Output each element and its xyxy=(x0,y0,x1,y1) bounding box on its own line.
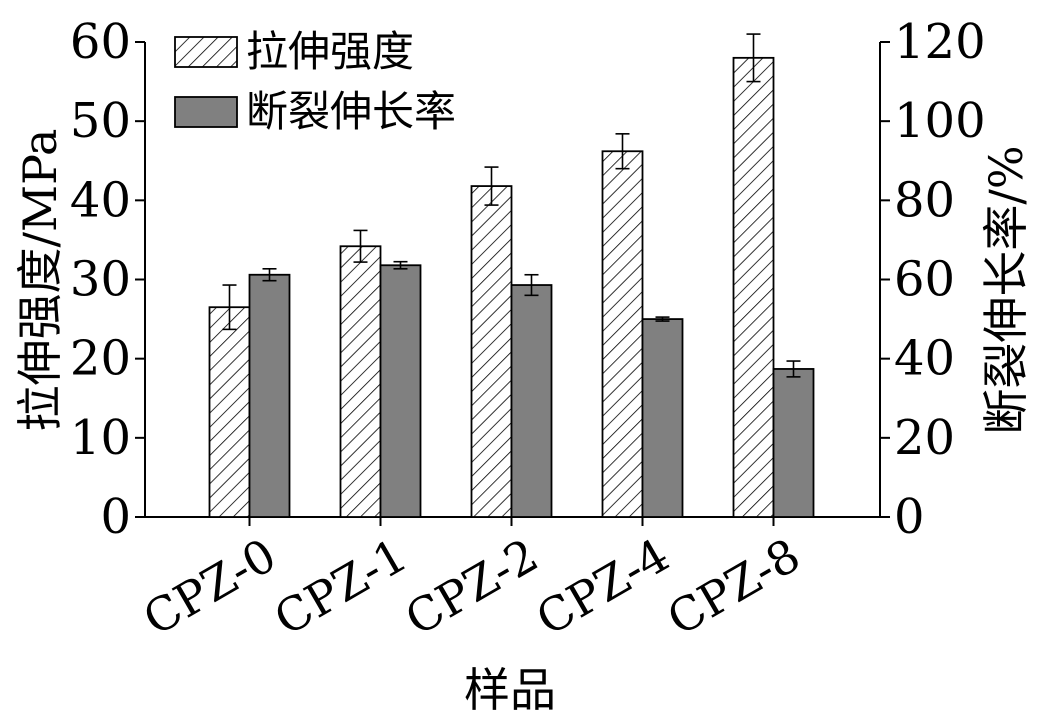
x-tick-label: CPZ-1 xyxy=(265,528,416,646)
bar-tensile-strength xyxy=(470,185,513,518)
bar-elongation xyxy=(248,273,291,518)
x-tick-label: CPZ-8 xyxy=(658,528,809,646)
right-axis-title: 断裂伸长率/% xyxy=(979,145,1033,434)
bar-tensile-strength xyxy=(339,245,382,518)
left-tick-label: 20 xyxy=(70,331,131,387)
left-tick-label: 0 xyxy=(100,489,131,545)
legend-label-elongation: 断裂伸长率 xyxy=(246,87,456,136)
x-axis-title: 样品 xyxy=(464,663,556,717)
bar-elongation xyxy=(379,264,422,518)
x-tick-label: CPZ-2 xyxy=(396,528,547,646)
bar-elongation xyxy=(772,368,815,518)
left-axis-title: 拉伸强度/MPa xyxy=(13,129,67,432)
right-tick-label: 40 xyxy=(894,331,955,387)
right-tick-label: 60 xyxy=(894,252,955,308)
right-tick-label: 20 xyxy=(894,410,955,466)
right-tick-label: 120 xyxy=(894,14,986,70)
left-tick-label: 10 xyxy=(70,410,131,466)
left-tick-label: 30 xyxy=(70,252,131,308)
right-tick-label: 0 xyxy=(894,489,925,545)
left-tick-label: 60 xyxy=(70,14,131,70)
bar-elongation xyxy=(641,318,684,518)
bar-elongation xyxy=(510,284,553,518)
legend-swatch-elongation xyxy=(174,96,238,128)
right-tick-label: 80 xyxy=(894,172,955,228)
bar-tensile-strength xyxy=(601,150,644,518)
left-tick-label: 40 xyxy=(70,172,131,228)
legend-swatch-tensile-strength xyxy=(174,36,238,68)
bar-tensile-strength xyxy=(208,306,251,518)
plot-area: 0102030405060020406080100120CPZ-0CPZ-1CP… xyxy=(13,14,1033,717)
x-tick-label: CPZ-4 xyxy=(527,528,678,646)
bar-tensile-strength xyxy=(732,56,775,518)
x-tick-label: CPZ-0 xyxy=(134,528,285,646)
left-tick-label: 50 xyxy=(70,93,131,149)
legend-label-tensile-strength: 拉伸强度 xyxy=(246,27,414,76)
right-tick-label: 100 xyxy=(894,93,986,149)
